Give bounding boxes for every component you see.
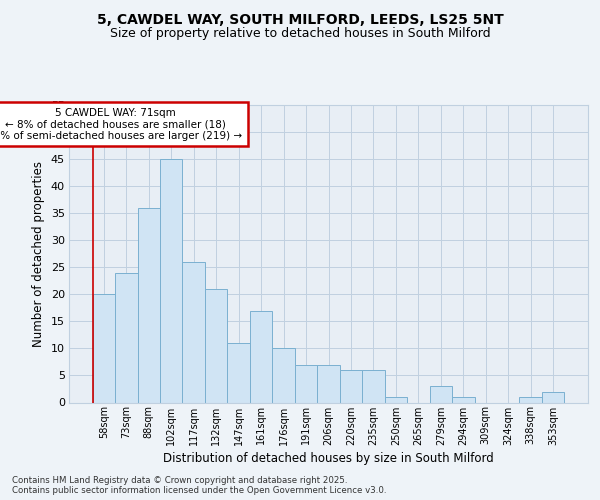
Text: Contains HM Land Registry data © Crown copyright and database right 2025.
Contai: Contains HM Land Registry data © Crown c…: [12, 476, 386, 495]
Bar: [430, 386, 452, 402]
Text: 5 CAWDEL WAY: 71sqm
← 8% of detached houses are smaller (18)
92% of semi-detache: 5 CAWDEL WAY: 71sqm ← 8% of detached hou…: [0, 108, 242, 141]
Bar: [385, 397, 407, 402]
Bar: [250, 310, 272, 402]
Bar: [340, 370, 362, 402]
Bar: [542, 392, 565, 402]
Bar: [205, 289, 227, 403]
Bar: [92, 294, 115, 403]
X-axis label: Distribution of detached houses by size in South Milford: Distribution of detached houses by size …: [163, 452, 494, 464]
Bar: [317, 364, 340, 403]
Bar: [362, 370, 385, 402]
Bar: [115, 272, 137, 402]
Bar: [137, 208, 160, 402]
Bar: [182, 262, 205, 402]
Bar: [452, 397, 475, 402]
Text: 5, CAWDEL WAY, SOUTH MILFORD, LEEDS, LS25 5NT: 5, CAWDEL WAY, SOUTH MILFORD, LEEDS, LS2…: [97, 12, 503, 26]
Bar: [227, 343, 250, 402]
Bar: [160, 159, 182, 402]
Text: Size of property relative to detached houses in South Milford: Size of property relative to detached ho…: [110, 28, 490, 40]
Bar: [520, 397, 542, 402]
Bar: [272, 348, 295, 403]
Y-axis label: Number of detached properties: Number of detached properties: [32, 161, 45, 347]
Bar: [295, 364, 317, 403]
